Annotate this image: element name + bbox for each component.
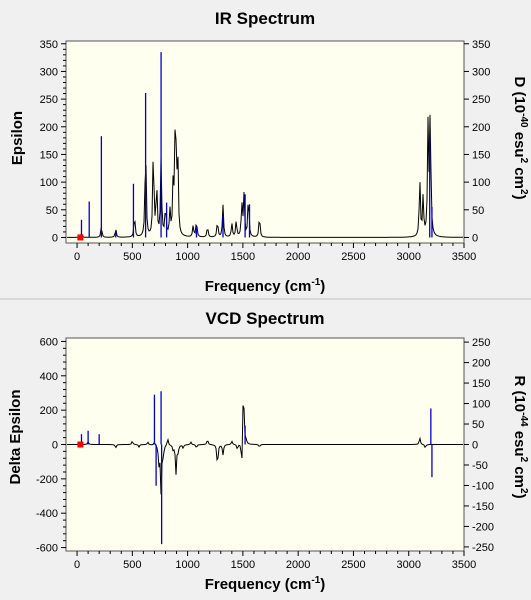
y2-tick-label: 50: [472, 419, 484, 431]
y-axis-label: Delta Epsilon: [7, 389, 24, 484]
plot-area: [65, 40, 465, 244]
y2-tick-label: -150: [472, 501, 494, 513]
y-tick-label: 0: [52, 232, 58, 244]
y-tick-label: 0: [52, 440, 58, 452]
x-tick-label: 0: [74, 559, 80, 571]
x-tick-label: 3000: [396, 559, 420, 571]
y-tick-label: 400: [40, 371, 58, 383]
y-tick-label: -200: [36, 474, 58, 486]
chart-title: IR Spectrum: [215, 9, 315, 28]
y2-tick-label: -50: [472, 460, 488, 472]
y2-tick-label: 100: [472, 177, 490, 189]
x-tick-label: 3000: [396, 251, 420, 263]
x-tick-label: 500: [123, 559, 141, 571]
y-tick-label: 100: [40, 177, 58, 189]
y2-tick-label: 300: [472, 66, 490, 78]
spectrum-curve: [67, 405, 463, 495]
x-tick-label: 2500: [341, 559, 365, 571]
y2-tick-label: -250: [472, 542, 494, 554]
y2-tick-label: 250: [472, 94, 490, 106]
y2-tick-label: 350: [472, 39, 490, 51]
y-tick-label: 250: [40, 94, 58, 106]
chart-title: VCD Spectrum: [205, 309, 324, 328]
y-tick-label: 350: [40, 39, 58, 51]
y2-tick-label: 250: [472, 337, 490, 349]
x-tick-label: 3500: [452, 251, 476, 263]
y-tick-label: 200: [40, 405, 58, 417]
y2-tick-label: 50: [472, 205, 484, 217]
x-tick-label: 1500: [231, 251, 255, 263]
y2-tick-label: 0: [472, 232, 478, 244]
y-tick-label: -400: [36, 508, 58, 520]
x-axis-label: Frequency (cm-1): [205, 277, 326, 295]
x-tick-label: 2500: [341, 251, 365, 263]
y2-tick-label: 200: [472, 358, 490, 370]
x-tick-label: 3500: [452, 559, 476, 571]
ir-spectrum-panel: IR Spectrum 0 500 1000 1500 2000 2500 3000 3500…: [0, 0, 531, 298]
y-tick-label: 150: [40, 149, 58, 161]
x-axis-label: Frequency (cm-1): [205, 575, 326, 593]
y-tick-label: 50: [46, 205, 58, 217]
y-tick-label: -600: [36, 543, 58, 555]
x-tick-label: 1500: [231, 559, 255, 571]
y2-tick-label: -100: [472, 480, 494, 492]
y2-axis-label: R (10-44 esu2 cm2): [511, 375, 529, 498]
x-tick-label: 0: [74, 251, 80, 263]
y-tick-label: 600: [40, 336, 58, 348]
x-tick-label: 1000: [175, 251, 199, 263]
x-tick-label: 2000: [286, 559, 310, 571]
origin-marker: [77, 441, 84, 448]
y2-tick-label: 150: [472, 149, 490, 161]
x-tick-label: 2000: [286, 251, 310, 263]
x-tick-label: 500: [123, 251, 141, 263]
panel-divider: [0, 298, 531, 300]
y2-tick-label: 0: [472, 440, 478, 452]
y-tick-label: 300: [40, 66, 58, 78]
vcd-spectrum-panel: VCD Spectrum 0 500 1000 1500 2000 2500 3000 350…: [0, 300, 531, 600]
y2-tick-label: -200: [472, 521, 494, 533]
y2-tick-label: 100: [472, 399, 490, 411]
vcd-spectrum-chart: VCD Spectrum 0 500 1000 1500 2000 2500 3000 350…: [7, 309, 529, 593]
y2-tick-label: 150: [472, 378, 490, 390]
ir-spectrum-chart: IR Spectrum 0 500 1000 1500 2000 2500 3000 3500…: [9, 9, 529, 295]
y2-tick-label: 200: [472, 122, 490, 134]
y-axis-label: Epsilon: [9, 111, 26, 165]
y2-axis-label: D (10-40 esu2 cm2): [511, 76, 529, 199]
x-tick-label: 1000: [175, 559, 199, 571]
origin-marker: [77, 234, 84, 241]
y-tick-label: 200: [40, 122, 58, 134]
